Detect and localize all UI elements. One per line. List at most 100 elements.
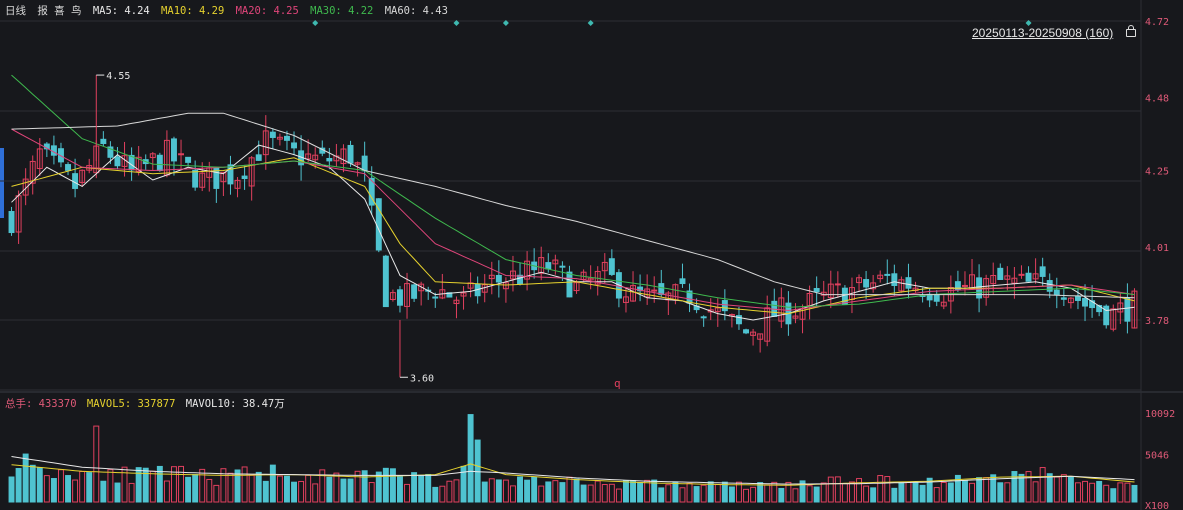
volume-bar: [615, 488, 622, 503]
candle-body: [1131, 290, 1138, 329]
candle-body: [156, 154, 163, 172]
volume-bar: [997, 482, 1004, 503]
candle-body: [898, 279, 905, 292]
candle-body: [1103, 305, 1110, 326]
candle-body: [834, 283, 841, 286]
candle-body: [630, 285, 637, 302]
volume-bar: [679, 487, 686, 503]
candle-body: [283, 135, 290, 141]
volume-bar: [149, 470, 156, 503]
candle-body: [22, 178, 29, 196]
volume-bar: [29, 464, 36, 503]
volume-bar: [502, 479, 509, 503]
candle-body: [997, 267, 1004, 280]
candle-body: [326, 157, 333, 162]
candle-body: [757, 333, 764, 340]
signal-diamond-2: [502, 20, 509, 26]
candle-body: [658, 283, 665, 295]
volume-bar: [1011, 471, 1018, 503]
volume-bar: [1074, 482, 1081, 503]
candle-body: [700, 316, 707, 319]
mavol10-value: MAVOL10: 38.47万: [185, 398, 285, 410]
candle-body: [404, 283, 411, 307]
candle-body: [502, 282, 509, 290]
volume-bar: [269, 464, 276, 503]
candle-body: [870, 282, 877, 290]
candle-body: [241, 175, 248, 180]
volume-bars: [8, 414, 1138, 503]
volume-bar: [524, 479, 531, 503]
candle-body: [1067, 297, 1074, 304]
candle-body: [1032, 273, 1039, 280]
candle-body: [1074, 295, 1081, 301]
candle-body: [305, 153, 312, 160]
event-marker-label: q: [614, 377, 621, 390]
candle-body: [524, 260, 531, 280]
volume-bar: [234, 469, 241, 503]
ma10-line: [11, 157, 1135, 315]
candle-body: [792, 315, 799, 319]
volume-bar: [1110, 488, 1117, 503]
candle-body: [446, 292, 453, 298]
volume-bar: [509, 485, 516, 503]
candle-body: [411, 284, 418, 299]
volume-bar: [693, 486, 700, 503]
volume-bar: [983, 477, 990, 503]
ma60-value: MA60: 4.43: [384, 5, 448, 17]
volume-bar: [135, 467, 142, 503]
volume-bar: [947, 482, 954, 503]
ma30-value: MA30: 4.22: [310, 5, 374, 17]
volume-bar: [404, 483, 411, 503]
volume-bar: [65, 475, 72, 503]
volume-bar: [1025, 471, 1032, 503]
volume-bar: [163, 480, 170, 503]
candle-body: [8, 211, 15, 234]
volume-bar: [785, 481, 792, 503]
volume-bar: [1060, 474, 1067, 503]
candle-body: [969, 274, 976, 290]
candle-body: [1053, 289, 1060, 296]
candle-body: [354, 162, 361, 165]
candle-body: [291, 142, 298, 149]
candle-body: [227, 164, 234, 185]
candle-body: [707, 309, 714, 313]
candle-body: [368, 177, 375, 206]
volume-bar: [686, 482, 693, 503]
low-price-label: 3.60: [410, 373, 434, 384]
candle-body: [57, 148, 64, 163]
lock-icon[interactable]: [1126, 25, 1136, 37]
volume-bar: [877, 475, 884, 503]
candle-body: [538, 257, 545, 274]
candle-body: [1060, 297, 1067, 300]
candle-body: [601, 261, 608, 272]
candle-body: [192, 169, 199, 188]
volume-bar: [43, 475, 50, 503]
candle-body: [107, 146, 114, 158]
volume-bar: [474, 439, 481, 503]
candle-body: [29, 160, 36, 184]
volume-bar: [411, 472, 418, 503]
volume-bar: [750, 486, 757, 503]
volume-bar: [658, 487, 665, 503]
candle-body: [340, 148, 347, 165]
volume-bar: [757, 482, 764, 503]
candle-body: [813, 288, 820, 293]
volume-bar: [495, 479, 502, 503]
candle-body: [509, 270, 516, 280]
candle-body: [552, 259, 559, 265]
candle-body: [877, 274, 884, 280]
ma60-line: [11, 112, 1135, 299]
left-edge-marker: [0, 148, 4, 218]
candle-body: [1039, 266, 1046, 277]
candle-body: [1011, 277, 1018, 284]
price-legend: 日线 报 喜 鸟 MA5: 4.24 MA10: 4.29 MA20: 4.25…: [5, 3, 453, 18]
candle-body: [1025, 272, 1032, 282]
date-range-selector[interactable]: 20250113-20250908 (160): [972, 26, 1114, 40]
candle-body: [36, 148, 43, 170]
candle-body: [961, 284, 968, 287]
candle-body: [389, 292, 396, 300]
volume-bar: [375, 471, 382, 503]
candle-body: [65, 164, 72, 171]
candle-body: [234, 179, 241, 189]
